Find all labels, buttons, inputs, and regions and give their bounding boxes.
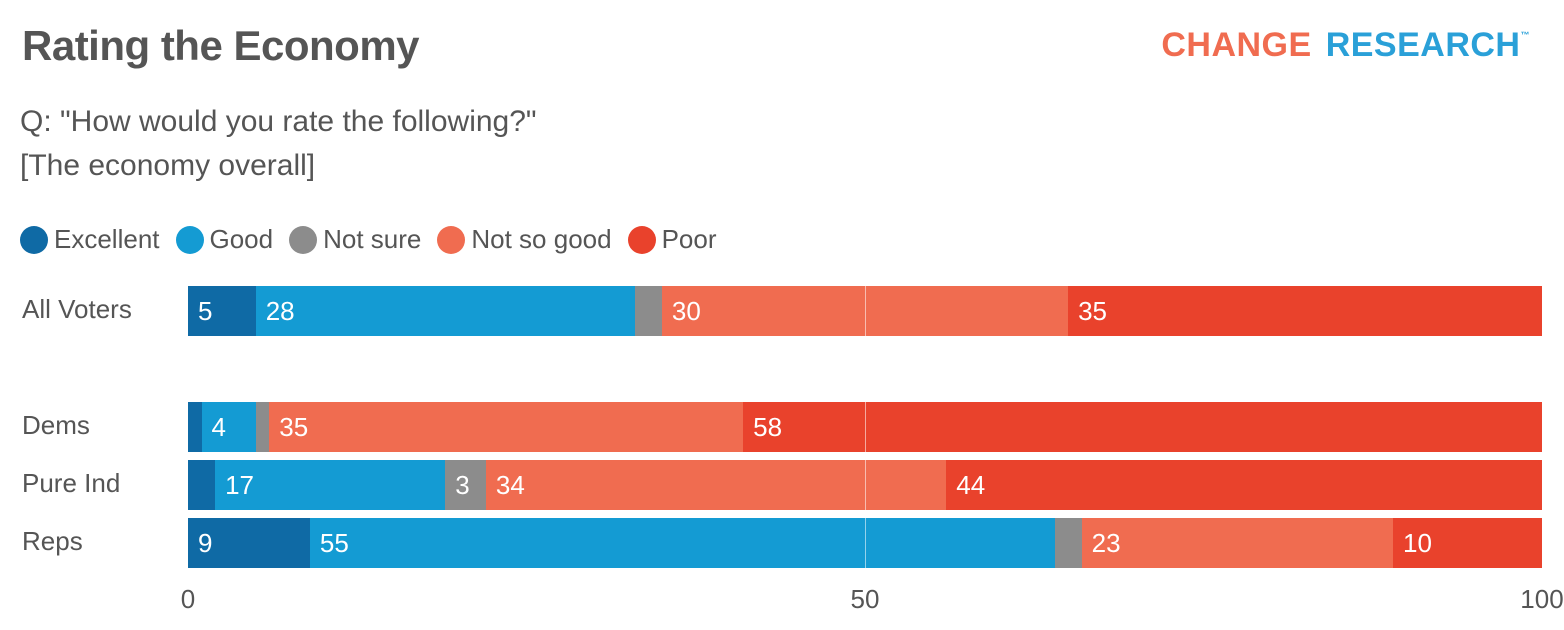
data-label: 28 — [265, 296, 295, 326]
category-label: Pure Ind — [22, 468, 121, 498]
bar-segment-not-sure — [1054, 518, 1082, 568]
data-label: 55 — [319, 528, 349, 558]
data-label: 23 — [1091, 528, 1121, 558]
bar-segment-not-so-good — [485, 460, 947, 510]
bar-segment-not-sure — [445, 460, 486, 510]
legend-swatch — [627, 225, 656, 254]
legend-label: Poor — [661, 224, 717, 254]
data-label: 3 — [455, 470, 470, 500]
data-label: 35 — [279, 412, 309, 442]
x-tick-label: 0 — [180, 584, 196, 614]
legend-swatch — [175, 225, 204, 254]
x-tick-label: 50 — [850, 584, 880, 614]
legend-swatch — [20, 225, 48, 254]
question-item: [The economy overall] — [20, 149, 316, 182]
bar-segment-good — [255, 286, 635, 336]
data-label: 44 — [956, 470, 986, 500]
bar-segment-poor — [743, 402, 1542, 452]
bar-segment-excellent — [188, 518, 310, 568]
legend-swatch — [437, 225, 466, 254]
category-label: Reps — [22, 526, 83, 556]
bar-segment-poor — [1068, 286, 1542, 336]
bar-segment-excellent — [188, 286, 256, 336]
bar-segment-not-so-good — [269, 402, 744, 452]
bar-segment-good — [309, 518, 1055, 568]
data-label: 5 — [198, 296, 213, 326]
data-label: 58 — [753, 412, 783, 442]
legend-item-excellent: Excellent — [20, 224, 160, 255]
category-label: All Voters — [22, 294, 132, 324]
bar-segment-poor — [946, 460, 1542, 510]
bar-segment-not-so-good — [661, 286, 1069, 336]
data-label: 4 — [211, 412, 226, 442]
legend-swatch — [289, 225, 318, 254]
bar-segment-not-sure — [634, 286, 662, 336]
data-label: 17 — [225, 470, 254, 500]
legend-label: Good — [209, 224, 274, 254]
legend-label: Excellent — [54, 224, 160, 254]
bar-segment-excellent — [188, 402, 202, 452]
bar-segment-not-so-good — [1081, 518, 1394, 568]
legend: Excellent Good Not sure Not so good Poor — [20, 224, 733, 255]
legend-label: Not so good — [471, 224, 612, 254]
bar-segment-excellent — [188, 460, 216, 510]
data-label: 10 — [1403, 528, 1432, 558]
bar-segment-good — [201, 402, 256, 452]
question-text: Q: "How would you rate the following?" — [20, 105, 537, 138]
legend-item-not-so-good: Not so good — [437, 224, 612, 255]
legend-item-not-sure: Not sure — [289, 224, 421, 255]
gridline-50 — [865, 286, 866, 568]
change-research-logo: CHANGE RESEARCH™ — [1161, 26, 1530, 64]
legend-item-poor: Poor — [627, 224, 717, 255]
data-label: 35 — [1078, 296, 1108, 326]
bar-segment-poor — [1393, 518, 1542, 568]
chart-subtitle: Q: "How would you rate the following?" [… — [20, 100, 537, 188]
x-tick-label: 100 — [1520, 584, 1564, 614]
data-label: 30 — [671, 296, 701, 326]
bar-segment-good — [215, 460, 446, 510]
data-label: 34 — [495, 470, 525, 500]
legend-item-good: Good — [175, 224, 274, 255]
chart-title: Rating the Economy — [22, 22, 420, 69]
data-label: 9 — [198, 528, 213, 558]
bar-segment-not-sure — [255, 402, 270, 452]
category-label: Dems — [22, 410, 90, 440]
legend-label: Not sure — [323, 224, 422, 254]
